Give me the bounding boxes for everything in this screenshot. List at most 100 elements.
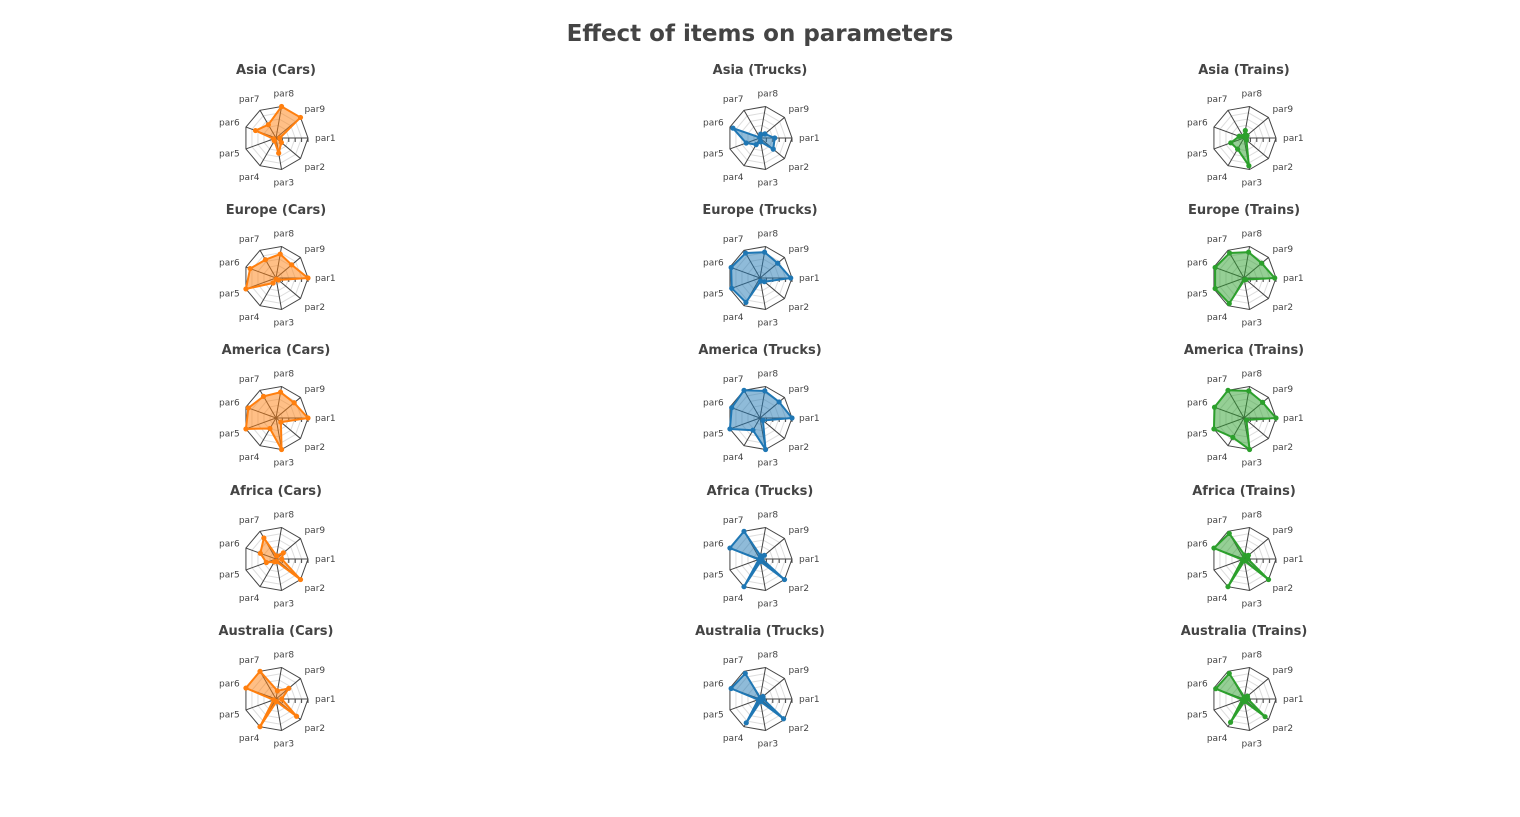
axis-label-par2: par2 (304, 303, 325, 313)
series-area (254, 105, 302, 155)
grid-ring (251, 673, 303, 725)
axis-label-par4: par4 (239, 734, 260, 744)
series-area (244, 391, 309, 451)
axis-label-par8: par8 (757, 230, 778, 240)
data-point-par2 (1243, 137, 1250, 143)
axis-label-par8: par8 (757, 651, 778, 661)
data-point-par7 (261, 535, 267, 541)
grid-ring (1231, 545, 1258, 573)
axis-label-par1: par1 (315, 555, 336, 565)
axis-label-par6: par6 (1187, 540, 1208, 550)
data-point-par9 (297, 114, 304, 121)
data-point-par7 (257, 668, 263, 674)
axis-label-par6: par6 (219, 399, 240, 409)
outer-ring (245, 385, 309, 451)
outer-ring (1213, 245, 1277, 311)
axis-label-par2: par2 (1272, 163, 1293, 173)
axis-label-par9: par9 (304, 385, 325, 395)
axis-label-par8: par8 (1241, 511, 1262, 521)
axis-label-par5: par5 (703, 570, 724, 580)
axis-label-par5: par5 (219, 289, 240, 299)
axis-label-par5: par5 (219, 710, 240, 720)
axis-label-par2: par2 (1272, 443, 1293, 453)
data-point-par5 (1228, 140, 1234, 146)
data-point-par3 (276, 150, 282, 156)
radar-panel-asia-trains: Asia (Trains) par1 par2 par3 par4 par5 par6 par… (1187, 63, 1304, 188)
data-point-par6 (728, 685, 734, 692)
data-point-par2 (1265, 576, 1272, 583)
spoke-line (1243, 698, 1251, 731)
outer-ring (245, 666, 309, 732)
axis-label-par1: par1 (1283, 414, 1304, 424)
axis-label-par7: par7 (723, 95, 744, 105)
radar-panel-europe-cars: Europe (Cars) par1 par2 par3 par4 par5 par6 par… (219, 203, 336, 328)
axis-label-par3: par3 (757, 318, 778, 328)
axis-label-par5: par5 (1187, 149, 1208, 159)
axis-label-par9: par9 (788, 385, 809, 395)
axis-label-par9: par9 (1272, 385, 1293, 395)
axis-label-par9: par9 (1272, 666, 1293, 676)
data-point-par8 (1242, 552, 1248, 558)
radar-panel-australia-cars: Australia (Cars) par1 par2 par3 par4 par5 par6… (218, 624, 335, 749)
data-point-par8 (757, 553, 764, 559)
grid-ring (1225, 118, 1264, 158)
axis-label-par3: par3 (273, 458, 294, 468)
radar-panel-australia-trains: Australia (Trains) par1 par2 par3 par4 par5 pa… (1181, 624, 1308, 749)
data-point-par3 (1246, 163, 1252, 169)
outer-ring (245, 245, 309, 311)
data-point-par9 (775, 260, 781, 266)
axis-label-par6: par6 (703, 680, 724, 690)
grid-ring (1219, 673, 1271, 725)
data-point-par9 (761, 552, 768, 558)
axis-label-par3: par3 (1241, 458, 1262, 468)
data-point-par2 (278, 139, 284, 146)
data-point-par8 (761, 249, 768, 255)
data-point-par7 (743, 250, 749, 256)
radar-panel-africa-trucks: Africa (Trucks) par1 par2 par3 par4 par5 par6 p… (703, 484, 820, 609)
radar-panel-america-trucks: America (Trucks) par1 par2 par3 par4 par5 par6… (698, 343, 821, 468)
spoke-line (275, 277, 283, 310)
grid-ring (735, 673, 787, 725)
grid-ring (747, 685, 774, 713)
axis-label-par7: par7 (239, 95, 260, 105)
axis-label-par7: par7 (723, 235, 744, 245)
data-point-par7 (1226, 530, 1232, 537)
axis-label-par7: par7 (1207, 95, 1228, 105)
axis-label-par4: par4 (1207, 594, 1228, 604)
axis-label-par3: par3 (757, 178, 778, 188)
data-point-par8 (278, 103, 285, 110)
data-point-par7 (265, 122, 271, 128)
axis-label-par3: par3 (757, 739, 778, 749)
axis-label-par7: par7 (723, 656, 744, 666)
grid-ring (1231, 124, 1258, 152)
data-point-par6 (252, 127, 259, 134)
axis-label-par5: par5 (703, 289, 724, 299)
data-point-par9 (1245, 552, 1252, 558)
data-point-par2 (297, 576, 304, 583)
axis-label-par2: par2 (304, 443, 325, 453)
spoke-line (1227, 110, 1245, 139)
spoke-line (1243, 667, 1251, 700)
data-point-par7 (741, 387, 747, 393)
panel-title: Europe (Cars) (226, 203, 326, 218)
data-point-par3 (762, 446, 769, 453)
data-point-par2 (1243, 417, 1250, 423)
grid-ring (1231, 685, 1258, 713)
axis-label-par8: par8 (1241, 370, 1262, 380)
data-point-par2 (1262, 714, 1268, 720)
chart-title: Effect of items on parameters (567, 21, 954, 47)
axis-label-par2: par2 (788, 303, 809, 313)
data-point-par2 (293, 713, 300, 719)
data-point-par5 (263, 559, 269, 566)
axis-label-par1: par1 (1283, 274, 1304, 284)
outer-ring (729, 245, 793, 311)
spoke-line (743, 110, 761, 139)
axis-label-par7: par7 (1207, 235, 1228, 245)
data-point-par4 (743, 720, 749, 726)
axis-label-par9: par9 (788, 245, 809, 255)
data-point-par5 (1239, 557, 1245, 563)
axis-label-par3: par3 (273, 318, 294, 328)
data-point-par4 (1235, 146, 1241, 152)
data-point-par6 (727, 545, 733, 551)
data-point-par1 (1272, 275, 1278, 281)
